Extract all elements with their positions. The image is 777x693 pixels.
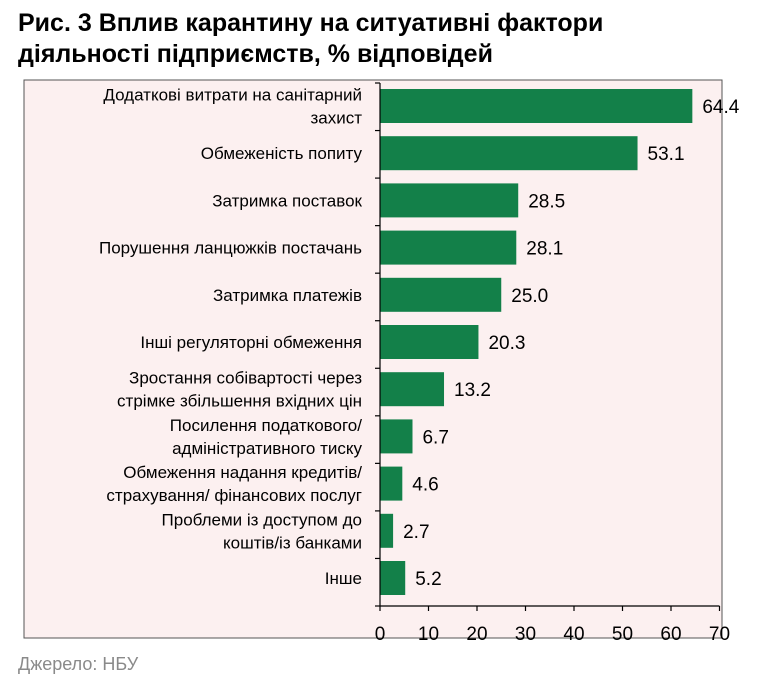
x-tick-label: 10 (418, 624, 439, 645)
data-label: 28.5 (528, 191, 565, 212)
x-tick-label: 70 (709, 624, 730, 645)
bar (380, 230, 517, 265)
x-tick-label: 30 (515, 624, 536, 645)
data-label: 28.1 (526, 239, 563, 260)
bar (380, 561, 406, 595)
data-label: 13.2 (454, 380, 491, 401)
chart-title: Рис. 3 Вплив карантину на ситуативні фак… (18, 8, 603, 70)
bar (380, 513, 394, 548)
data-label: 20.3 (488, 333, 525, 354)
category-label: Додаткові витрати на санітарний (103, 86, 362, 105)
category-label: стрімке збільшення вхідних цін (117, 392, 362, 411)
category-label: страхування/ фінансових послуг (106, 486, 362, 505)
category-label: Зростання собівартості через (129, 369, 362, 388)
plot-area (23, 79, 723, 639)
category-label: Інше (325, 569, 362, 588)
category-label: Посилення податкового/ (170, 416, 362, 435)
category-label: захист (310, 109, 362, 128)
x-tick-label: 60 (660, 624, 681, 645)
category-label: Проблеми із доступом до (162, 510, 362, 529)
bar (380, 419, 413, 454)
data-label: 25.0 (511, 286, 548, 307)
bar (380, 372, 445, 407)
data-label: 6.7 (422, 427, 448, 448)
category-label: Затримка платежів (213, 286, 362, 305)
x-tick-label: 50 (612, 624, 633, 645)
bar (380, 183, 519, 218)
x-tick-label: 40 (563, 624, 584, 645)
bar (380, 89, 693, 123)
data-label: 5.2 (415, 569, 441, 590)
category-label: коштів/із банками (223, 533, 362, 552)
bar (380, 466, 403, 501)
category-label: Обмеженість попиту (201, 144, 363, 163)
bar (380, 277, 502, 312)
data-label: 53.1 (648, 144, 685, 165)
category-label: Обмеження надання кредитів/ (123, 463, 362, 482)
category-label: Інші регуляторні обмеження (140, 333, 362, 352)
bar (380, 136, 638, 171)
source-note: Джерело: НБУ (18, 654, 139, 674)
chart-title-line-1: Рис. 3 Вплив карантину на ситуативні фак… (18, 9, 604, 37)
x-tick-label: 20 (466, 624, 487, 645)
category-label: Затримка поставок (212, 191, 362, 210)
data-label: 2.7 (403, 522, 429, 543)
bar (380, 325, 479, 359)
category-label: адміністративного тиску (172, 439, 362, 458)
data-label: 4.6 (412, 475, 438, 496)
chart-title-line-2: діяльності підприємств, % відповідей (18, 40, 493, 68)
category-label: Порушення ланцюжків постачань (99, 239, 362, 258)
data-label: 64.4 (702, 97, 739, 118)
x-tick-label: 0 (375, 624, 386, 645)
